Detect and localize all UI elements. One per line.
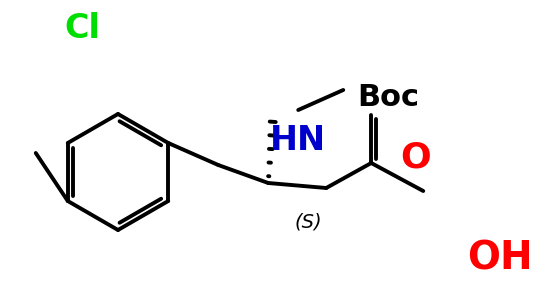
Text: Cl: Cl	[64, 11, 100, 44]
Text: (S): (S)	[294, 213, 322, 232]
Text: HN: HN	[270, 124, 326, 157]
Text: OH: OH	[467, 239, 533, 277]
Text: O: O	[401, 141, 431, 175]
Text: Boc: Boc	[357, 84, 419, 112]
